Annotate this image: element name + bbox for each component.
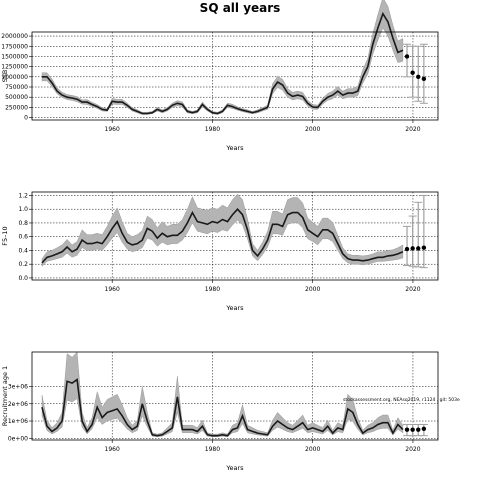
y-tick-label: 1.0 <box>18 206 28 213</box>
x-tick-label: 1980 <box>205 126 220 133</box>
y-tick-label: 0.4 <box>18 247 28 254</box>
y-axis-label: Recruitment age 1 <box>1 366 9 426</box>
y-tick-label: 3e+06 <box>8 384 28 391</box>
y-tick-label: 1.2 <box>18 192 28 199</box>
projection-point <box>421 426 427 431</box>
plot-frame <box>31 31 439 121</box>
y-tick-label: 2000000 <box>1 33 28 40</box>
projection-point <box>404 246 410 252</box>
x-tick-label: 2000 <box>305 126 320 133</box>
uncertainty-band <box>41 0 404 115</box>
y-tick-label: 2e+06 <box>8 401 28 408</box>
median-line <box>42 11 404 115</box>
y-tick-label: 1500000 <box>1 53 28 60</box>
x-axis-label: Years <box>225 144 244 152</box>
y-tick-label: 250000 <box>5 104 28 111</box>
y-tick-label: 0.6 <box>18 234 28 241</box>
panel-recruitment: 1960 1980 2000 2020 0e+00 1e+06 2e+06 3e+06 Year… <box>1 351 460 472</box>
projection-point <box>421 245 427 250</box>
y-tick-label: 1250000 <box>1 64 28 71</box>
projection-point <box>416 74 421 80</box>
y-tick-label: 1e+06 <box>8 418 28 425</box>
x-axis-label: Years <box>225 464 244 472</box>
x-tick-label: 2020 <box>405 126 420 133</box>
projection-point <box>421 76 427 82</box>
projection-point <box>410 246 415 251</box>
y-axis-label: SSB <box>1 70 9 83</box>
x-tick-label: 2000 <box>305 286 320 293</box>
projection-point <box>404 54 410 59</box>
figure-title: SQ all years <box>200 1 281 15</box>
x-tick-label: 2020 <box>405 286 420 293</box>
x-tick-label: 2000 <box>305 446 320 453</box>
projection-point <box>410 427 415 432</box>
x-tick-label: 1960 <box>105 446 120 453</box>
y-tick-label: 1000000 <box>1 74 28 81</box>
projection-point <box>410 70 415 75</box>
uncertainty-band <box>41 351 404 437</box>
y-tick-label: 0.8 <box>18 220 28 227</box>
y-tick-label: 0.2 <box>18 261 28 268</box>
median-line <box>41 208 404 264</box>
y-tick-label: 500000 <box>5 94 28 101</box>
panel-ssb: 1960 1980 2000 2020 0 250000 500000 750000 10000… <box>1 0 439 152</box>
y-tick-label: 0.0 <box>18 275 28 282</box>
x-tick-label: 2020 <box>405 446 420 453</box>
projection-point <box>404 427 410 432</box>
x-tick-label: 1960 <box>105 286 120 293</box>
x-tick-label: 1980 <box>205 446 220 453</box>
x-tick-label: 1960 <box>105 126 120 133</box>
projection-point <box>416 246 421 251</box>
y-tick-label: 0 <box>24 115 28 122</box>
uncertainty-band <box>41 193 404 267</box>
projection-point <box>416 427 421 432</box>
y-tick-label: 750000 <box>5 84 28 91</box>
source-annotation: stockassessment.org, NEAsq2019, r1124 , … <box>343 397 460 403</box>
plot-frame <box>31 351 439 441</box>
x-axis-label: Years <box>225 304 244 312</box>
y-tick-label: 1750000 <box>1 43 28 50</box>
y-axis-label: F5–10 <box>1 226 9 245</box>
x-tick-label: 1980 <box>205 286 220 293</box>
plot-frame <box>31 191 439 281</box>
median-line <box>41 378 404 437</box>
panel-fishing-mortality: 1960 1980 2000 2020 0.0 0.2 0.4 0.6 0.8 1.0 1.2 Yea… <box>1 191 439 312</box>
y-tick-label: 0e+00 <box>8 435 28 442</box>
